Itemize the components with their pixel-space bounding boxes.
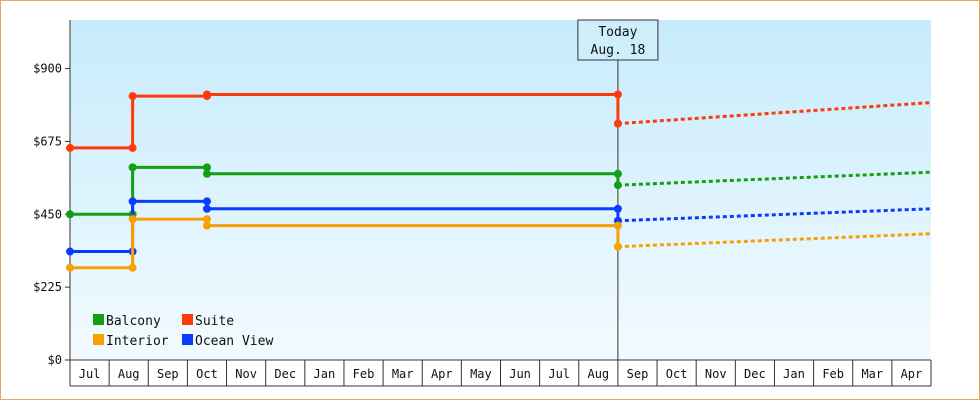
legend-label-balcony: Balcony	[106, 314, 161, 329]
data-point-interior	[128, 263, 137, 272]
legend-swatch-suite	[182, 314, 193, 325]
series-interior	[66, 215, 932, 272]
y-tick-label: $225	[33, 280, 62, 294]
data-point-suite	[128, 92, 137, 101]
forecast-line-interior	[617, 232, 932, 249]
forecast-line-ocean-view	[617, 207, 932, 223]
x-tick-label: Dec	[744, 367, 766, 381]
x-tick-label: Jan	[783, 367, 805, 381]
data-point-ocean-view	[66, 247, 74, 256]
data-point-balcony	[613, 181, 622, 190]
y-tick-label: $900	[33, 62, 62, 76]
data-point-suite	[202, 90, 211, 99]
forecast-line-suite	[617, 101, 932, 126]
legend-swatch-ocean-view	[182, 334, 193, 345]
x-tick-label: Dec	[274, 367, 296, 381]
x-tick-label: Jan	[314, 367, 336, 381]
legend-swatch-balcony	[93, 314, 104, 325]
data-point-suite	[613, 119, 622, 128]
x-tick-label: Aug	[587, 367, 609, 381]
x-tick-label: Jul	[548, 367, 570, 381]
data-point-balcony	[202, 163, 211, 172]
data-point-interior	[202, 215, 211, 224]
y-tick-label: $0	[48, 353, 62, 367]
forecast-line-balcony	[617, 170, 932, 187]
x-tick-label: Oct	[196, 367, 218, 381]
data-point-interior	[66, 263, 74, 272]
data-point-balcony	[202, 169, 211, 178]
plot-background	[70, 20, 931, 360]
series-suite	[66, 90, 932, 152]
data-point-interior	[613, 221, 622, 230]
legend-label-suite: Suite	[195, 314, 234, 329]
x-tick-label: Mar	[392, 367, 414, 381]
x-tick-label: Nov	[235, 367, 257, 381]
data-point-balcony	[128, 163, 137, 172]
x-tick-label: Apr	[431, 367, 453, 381]
y-tick-label: $675	[33, 134, 62, 148]
data-point-ocean-view	[202, 197, 211, 206]
legend-label-interior: Interior	[106, 334, 169, 349]
data-point-suite	[66, 143, 74, 152]
y-tick-label: $450	[33, 207, 62, 221]
data-point-suite	[128, 143, 137, 152]
x-tick-label: Aug	[118, 367, 140, 381]
x-tick-label: Feb	[822, 367, 844, 381]
x-tick-label: Mar	[861, 367, 883, 381]
data-point-ocean-view	[613, 204, 622, 213]
data-point-interior	[128, 215, 137, 224]
x-tick-label: Sep	[157, 367, 179, 381]
legend-label-ocean-view: Ocean View	[195, 334, 273, 349]
x-tick-label: Apr	[901, 367, 923, 381]
data-point-suite	[613, 90, 622, 99]
legend-swatch-interior	[93, 334, 104, 345]
today-box	[577, 19, 659, 61]
x-tick-label: Feb	[353, 367, 375, 381]
data-point-balcony	[613, 169, 622, 178]
data-point-ocean-view	[128, 197, 137, 206]
x-tick-label: Oct	[666, 367, 688, 381]
today-date: Aug. 18	[591, 43, 646, 58]
data-point-balcony	[66, 210, 74, 219]
today-label: Today	[598, 25, 637, 40]
x-tick-label: May	[470, 367, 492, 381]
x-tick-label: Jul	[79, 367, 101, 381]
data-point-ocean-view	[202, 204, 211, 213]
data-point-interior	[613, 242, 622, 251]
x-tick-label: Sep	[627, 367, 649, 381]
x-tick-label: Jun	[509, 367, 531, 381]
data-point-interior	[202, 221, 211, 230]
x-tick-label: Nov	[705, 367, 727, 381]
